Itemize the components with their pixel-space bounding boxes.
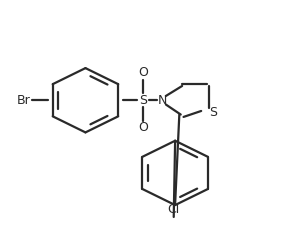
Text: Cl: Cl [168, 203, 180, 216]
Text: S: S [139, 94, 147, 107]
Text: O: O [138, 66, 148, 79]
Text: N: N [158, 94, 167, 107]
Text: S: S [209, 106, 218, 119]
Text: O: O [138, 121, 148, 134]
Text: Br: Br [17, 94, 31, 107]
